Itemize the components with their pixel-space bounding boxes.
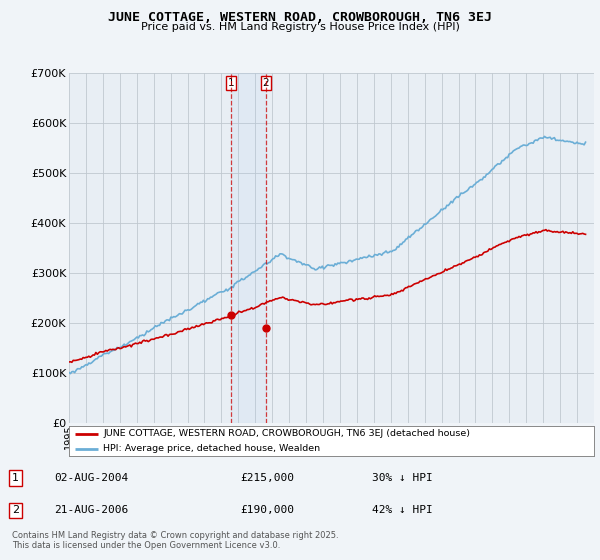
Bar — [231, 73, 266, 423]
Text: 02-AUG-2004: 02-AUG-2004 — [54, 473, 128, 483]
Text: 2: 2 — [12, 505, 19, 515]
Text: 1: 1 — [12, 473, 19, 483]
Text: 30% ↓ HPI: 30% ↓ HPI — [372, 473, 433, 483]
Text: 2: 2 — [263, 78, 269, 88]
Text: HPI: Average price, detached house, Wealden: HPI: Average price, detached house, Weal… — [103, 444, 320, 453]
Text: Contains HM Land Registry data © Crown copyright and database right 2025.
This d: Contains HM Land Registry data © Crown c… — [12, 530, 338, 550]
Text: JUNE COTTAGE, WESTERN ROAD, CROWBOROUGH, TN6 3EJ: JUNE COTTAGE, WESTERN ROAD, CROWBOROUGH,… — [108, 11, 492, 24]
Text: 21-AUG-2006: 21-AUG-2006 — [54, 505, 128, 515]
Text: Price paid vs. HM Land Registry's House Price Index (HPI): Price paid vs. HM Land Registry's House … — [140, 22, 460, 32]
Text: £190,000: £190,000 — [240, 505, 294, 515]
Text: 42% ↓ HPI: 42% ↓ HPI — [372, 505, 433, 515]
Text: JUNE COTTAGE, WESTERN ROAD, CROWBOROUGH, TN6 3EJ (detached house): JUNE COTTAGE, WESTERN ROAD, CROWBOROUGH,… — [103, 430, 470, 438]
Text: £215,000: £215,000 — [240, 473, 294, 483]
Text: 1: 1 — [228, 78, 235, 88]
